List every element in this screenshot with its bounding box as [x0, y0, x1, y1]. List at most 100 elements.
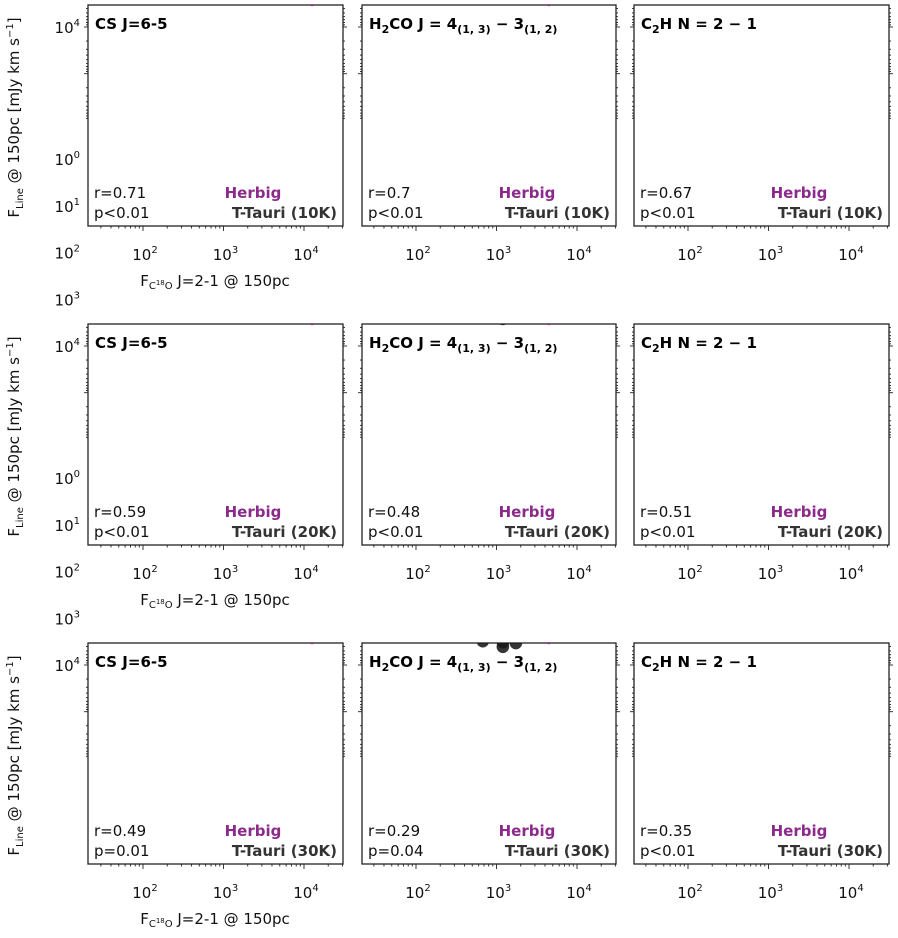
x-tick-label: 102 — [405, 883, 430, 902]
legend-ttauri: T-Tauri (30K) — [232, 842, 337, 860]
ttauri-point — [444, 286, 457, 299]
y-axis-label: FLine @ 150pc [mJy km s−1] — [5, 336, 26, 536]
legend-herbig: Herbig — [225, 503, 282, 521]
axes-frame — [361, 4, 617, 227]
herbig-point — [451, 273, 464, 286]
herbig-point — [520, 273, 533, 286]
axes-frame — [633, 323, 890, 546]
herbig-point — [236, 620, 249, 633]
axes-frame — [361, 323, 617, 546]
ttauri-point — [474, 626, 487, 639]
ttauri-point — [157, 578, 170, 591]
panel-c2h-10K: 102 103 104 C2H N = 2 − 1 r=0.67 p<0.01 Herbig… — [630, 4, 893, 264]
ttauri-point — [429, 609, 442, 622]
correlation-r: r=0.59 — [94, 503, 146, 521]
ttauri-point — [499, 324, 507, 326]
herbig-point — [485, 278, 498, 291]
ttauri-point — [224, 626, 237, 639]
x-tick-label: 104 — [566, 883, 591, 902]
ttauri-point — [476, 643, 489, 648]
herbig-point — [852, 624, 865, 637]
y-axis-label: FLine @ 150pc [mJy km s−1] — [5, 17, 26, 217]
ttauri-point — [509, 643, 523, 650]
x-axis-label: FC18O J=2-1 @ 150pc — [140, 591, 290, 611]
herbig-point — [451, 592, 464, 605]
herbig-point — [798, 585, 811, 598]
herbig-point — [525, 619, 538, 632]
axes-frame — [361, 642, 617, 865]
axes-frame — [87, 4, 344, 227]
y-tick-label: 100 — [55, 150, 80, 169]
correlation-r: r=0.7 — [368, 184, 411, 202]
legend-herbig: Herbig — [225, 822, 282, 840]
x-axis-label: FC18O J=2-1 @ 150pc — [140, 272, 290, 292]
correlation-r: r=0.29 — [368, 822, 420, 840]
x-tick-label: 103 — [486, 883, 511, 902]
herbig-point — [485, 597, 498, 610]
x-tick-label: 103 — [758, 564, 783, 583]
panel-title: C2H N = 2 − 1 — [641, 653, 757, 674]
ttauri-point — [748, 268, 761, 281]
legend-ttauri: T-Tauri (10K) — [778, 204, 883, 222]
y-tick-label: 104 — [55, 18, 80, 37]
panel-title: H2CO J = 4(1, 3) − 3(1, 2) — [369, 653, 557, 674]
ttauri-point — [718, 256, 731, 269]
ttauri-point — [718, 266, 731, 279]
axes-frame — [633, 4, 890, 227]
x-tick-label: 103 — [213, 245, 238, 264]
ttauri-point — [204, 297, 217, 310]
herbig-point — [430, 586, 443, 599]
x-tick-label: 104 — [566, 245, 591, 264]
herbig-point — [798, 266, 811, 279]
herbig-point — [308, 643, 316, 645]
y-tick-label: 104 — [55, 337, 80, 356]
herbig-point — [308, 5, 316, 7]
herbig-point — [252, 611, 265, 624]
ttauri-point — [462, 284, 475, 297]
panel-cs-30K: 100 101 102 103 104 102 103 104 CS J=6-5 r=0.49 p=… — [55, 469, 347, 902]
ttauri-point — [736, 280, 749, 293]
herbig-point — [269, 298, 282, 311]
x-tick-label: 104 — [566, 564, 591, 583]
ttauri-point — [702, 567, 715, 580]
ttauri-point — [496, 643, 510, 649]
p-value: p=0.04 — [368, 842, 424, 860]
x-tick-label: 102 — [405, 245, 430, 264]
x-tick-label: 103 — [486, 245, 511, 264]
herbig-point — [472, 285, 485, 298]
axes-frame — [633, 642, 890, 865]
y-tick-label: 102 — [55, 563, 80, 582]
herbig-point — [290, 279, 303, 292]
legend-ttauri: T-Tauri (30K) — [778, 842, 883, 860]
ttauri-point — [488, 624, 501, 637]
herbig-point — [784, 249, 797, 262]
legend-ttauri: T-Tauri (10K) — [505, 204, 610, 222]
panel-title: H2CO J = 4(1, 3) − 3(1, 2) — [369, 15, 557, 36]
ttauri-point — [769, 598, 782, 611]
ttauri-point — [690, 593, 703, 606]
ttauri-point — [444, 623, 457, 636]
correlation-r: r=0.51 — [640, 503, 692, 521]
x-tick-label: 104 — [293, 564, 318, 583]
herbig-point — [760, 274, 773, 287]
ttauri-point — [488, 295, 501, 308]
herbig-point — [520, 592, 533, 605]
p-value: p<0.01 — [94, 523, 150, 541]
ttauri-point — [477, 306, 490, 319]
herbig-point — [545, 643, 553, 645]
x-axis-label: FC18O J=2-1 @ 150pc — [140, 910, 290, 930]
x-tick-label: 102 — [132, 564, 157, 583]
y-tick-label: 102 — [55, 244, 80, 263]
herbig-point — [269, 617, 282, 630]
correlation-r: r=0.71 — [94, 184, 146, 202]
ttauri-point — [187, 614, 200, 627]
legend-herbig: Herbig — [771, 822, 828, 840]
ttauri-point — [444, 293, 457, 306]
axes-frame — [87, 323, 344, 546]
x-tick-label: 104 — [293, 883, 318, 902]
x-tick-label: 104 — [838, 564, 863, 583]
p-value: p<0.01 — [640, 523, 696, 541]
herbig-point — [212, 617, 225, 630]
axes-frame — [87, 642, 344, 865]
ttauri-point — [236, 306, 249, 319]
